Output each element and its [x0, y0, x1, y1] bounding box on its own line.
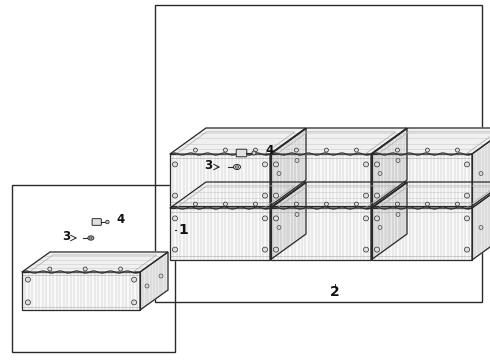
Circle shape — [455, 202, 460, 206]
Circle shape — [263, 193, 268, 198]
Circle shape — [263, 247, 268, 252]
Circle shape — [294, 148, 298, 152]
Text: 4: 4 — [265, 144, 273, 157]
Circle shape — [25, 300, 30, 305]
Polygon shape — [22, 272, 140, 310]
Circle shape — [172, 247, 177, 252]
Polygon shape — [372, 154, 472, 206]
Polygon shape — [270, 182, 306, 260]
Polygon shape — [372, 128, 490, 154]
Circle shape — [252, 151, 256, 155]
Circle shape — [364, 247, 368, 252]
Polygon shape — [371, 182, 407, 260]
Circle shape — [194, 148, 197, 152]
Polygon shape — [271, 128, 407, 154]
Polygon shape — [271, 182, 407, 208]
Circle shape — [172, 162, 177, 167]
Ellipse shape — [90, 237, 92, 239]
Circle shape — [263, 162, 268, 167]
Circle shape — [425, 148, 429, 152]
Circle shape — [374, 193, 379, 198]
Circle shape — [396, 158, 400, 162]
Circle shape — [273, 193, 278, 198]
Circle shape — [465, 216, 469, 221]
Polygon shape — [472, 182, 490, 260]
FancyBboxPatch shape — [92, 219, 101, 225]
Polygon shape — [372, 182, 490, 208]
Polygon shape — [270, 128, 306, 206]
Polygon shape — [170, 128, 306, 154]
Circle shape — [132, 277, 137, 282]
Polygon shape — [22, 252, 168, 272]
Circle shape — [378, 171, 382, 176]
Text: 3: 3 — [204, 158, 212, 171]
Circle shape — [465, 193, 469, 198]
Polygon shape — [271, 208, 371, 260]
Circle shape — [395, 202, 399, 206]
Circle shape — [194, 202, 197, 206]
Circle shape — [354, 202, 358, 206]
Circle shape — [172, 193, 177, 198]
Polygon shape — [140, 252, 168, 310]
Circle shape — [294, 202, 298, 206]
Polygon shape — [170, 154, 270, 206]
Circle shape — [295, 212, 299, 216]
Polygon shape — [371, 128, 407, 206]
Circle shape — [364, 216, 368, 221]
Circle shape — [172, 216, 177, 221]
Circle shape — [354, 148, 358, 152]
Polygon shape — [170, 208, 270, 260]
Circle shape — [455, 148, 460, 152]
Circle shape — [119, 267, 122, 271]
Circle shape — [277, 225, 281, 230]
Circle shape — [273, 216, 278, 221]
Circle shape — [395, 148, 399, 152]
Circle shape — [132, 300, 137, 305]
Circle shape — [223, 148, 227, 152]
Text: 2: 2 — [330, 285, 340, 299]
Circle shape — [324, 202, 328, 206]
Circle shape — [263, 216, 268, 221]
Circle shape — [106, 220, 109, 224]
Circle shape — [324, 148, 328, 152]
Circle shape — [364, 193, 368, 198]
Polygon shape — [472, 128, 490, 206]
Circle shape — [425, 202, 429, 206]
Bar — [155, 5, 482, 302]
Circle shape — [223, 202, 227, 206]
Circle shape — [145, 284, 149, 288]
Polygon shape — [271, 154, 371, 206]
Ellipse shape — [236, 166, 239, 168]
Circle shape — [159, 274, 163, 278]
Polygon shape — [372, 208, 472, 260]
Circle shape — [374, 162, 379, 167]
FancyBboxPatch shape — [236, 149, 247, 157]
Circle shape — [374, 247, 379, 252]
Circle shape — [465, 247, 469, 252]
Text: 3: 3 — [62, 230, 70, 243]
Circle shape — [364, 162, 368, 167]
Polygon shape — [170, 182, 306, 208]
Circle shape — [25, 277, 30, 282]
Text: 4: 4 — [116, 212, 124, 225]
Circle shape — [48, 267, 52, 271]
Text: 1: 1 — [178, 223, 188, 237]
Circle shape — [479, 171, 483, 176]
Circle shape — [295, 158, 299, 162]
Circle shape — [479, 225, 483, 230]
Circle shape — [253, 148, 257, 152]
Circle shape — [378, 225, 382, 230]
Bar — [12, 185, 175, 352]
Circle shape — [253, 202, 257, 206]
Circle shape — [374, 216, 379, 221]
Ellipse shape — [88, 236, 94, 240]
Circle shape — [273, 247, 278, 252]
Ellipse shape — [234, 165, 241, 170]
Circle shape — [465, 162, 469, 167]
Circle shape — [396, 212, 400, 216]
Circle shape — [273, 162, 278, 167]
Circle shape — [83, 267, 87, 271]
Circle shape — [277, 171, 281, 176]
